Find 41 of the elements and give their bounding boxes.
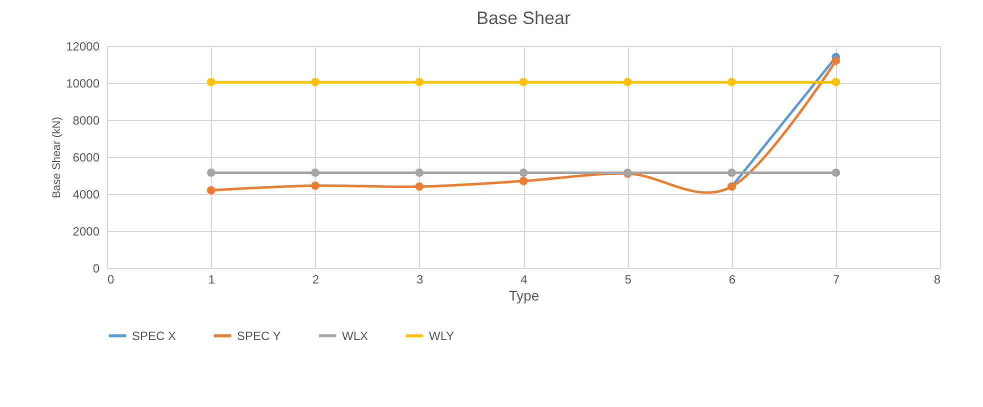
point (311, 78, 320, 86)
x-tick-label: 7 (833, 272, 840, 286)
point (415, 168, 424, 177)
x-tick-label: 6 (728, 272, 736, 286)
chart-title: Base Shear (476, 8, 571, 28)
point (519, 176, 528, 186)
point (832, 168, 840, 177)
point (728, 78, 736, 86)
legend-label: WLY (429, 328, 454, 343)
point (311, 168, 320, 177)
point (206, 78, 216, 86)
legend-label: SPEC Y (237, 328, 281, 343)
x-tick-label: 2 (312, 272, 320, 286)
legend-label: WLX (342, 328, 368, 343)
point (206, 186, 216, 194)
y-axis-title: Base Shear (kN) (51, 116, 64, 198)
x-tick-label: 3 (416, 272, 424, 286)
x-axis-title: Type (508, 288, 540, 304)
y-tick-label: 10000 (66, 76, 100, 90)
y-tick-label: 2000 (72, 224, 100, 238)
point (311, 182, 320, 190)
point (415, 78, 424, 86)
point (519, 168, 528, 177)
y-tick-label: 6000 (72, 150, 100, 164)
x-tick-label: 0 (108, 272, 114, 286)
point (206, 168, 216, 177)
y-tick-label: 0 (92, 262, 100, 276)
y-tick-label: 4000 (72, 188, 100, 202)
point (728, 168, 736, 177)
y-tick-label: 12000 (66, 40, 100, 54)
point (415, 182, 424, 191)
point (519, 78, 528, 86)
x-tick-label: 5 (624, 272, 632, 286)
x-tick-label: 1 (208, 272, 216, 286)
x-tick-label: 4 (520, 272, 528, 286)
legend-label: SPEC X (132, 328, 176, 343)
y-tick-label: 8000 (72, 114, 100, 128)
point (623, 78, 632, 86)
point (832, 78, 840, 86)
x-tick-label: 8 (934, 272, 941, 286)
point (832, 56, 840, 65)
